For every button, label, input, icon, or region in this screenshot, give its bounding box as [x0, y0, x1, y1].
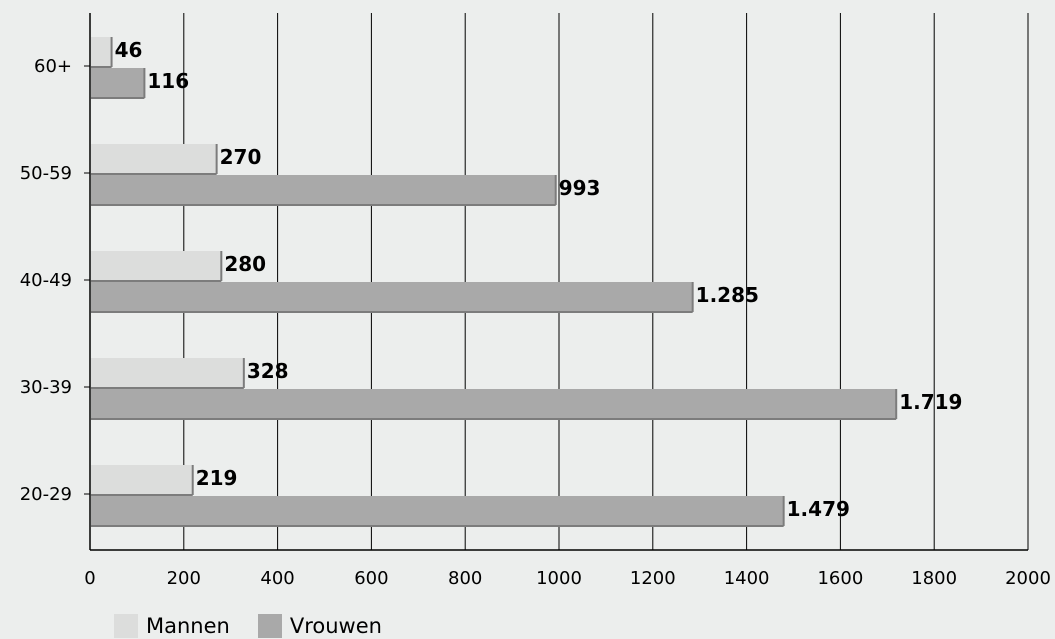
x-tick-label-0: 0: [84, 568, 95, 589]
data-label-mannen-20-29: 219: [196, 466, 238, 490]
x-tick-label-800: 800: [448, 568, 482, 589]
chart-canvas: 0 200 400 600 800 1000 1200 1400 1600 1800 2000 60+…: [20, 13, 1051, 589]
x-tick-label-600: 600: [354, 568, 388, 589]
x-tick-label-200: 200: [167, 568, 201, 589]
legend-label-mannen: Mannen: [146, 613, 230, 638]
legend-item-vrouwen: Vrouwen: [257, 613, 382, 638]
data-label-vrouwen-40-49: 1.285: [696, 283, 759, 307]
bar-mannen-50-59: [91, 144, 217, 174]
data-label-mannen-30-39: 328: [247, 359, 289, 383]
category-label-40-49: 40-49: [20, 270, 72, 291]
data-label-vrouwen-30-39: 1.719: [899, 390, 962, 414]
x-tick-label-1600: 1600: [817, 568, 863, 589]
category-label-20-29: 20-29: [20, 484, 72, 505]
legend-item-mannen: Mannen: [114, 613, 230, 638]
bar-mannen-20-29: [91, 465, 193, 495]
x-tick-label-400: 400: [260, 568, 294, 589]
legend-swatch-mannen: [114, 613, 138, 638]
bar-vrouwen-40-49: [91, 282, 693, 312]
bar-mannen-30-39: [91, 358, 244, 388]
category-label-50-59: 50-59: [20, 163, 72, 184]
legend-swatch-vrouwen: [257, 613, 282, 638]
x-tick-label-2000: 2000: [1005, 568, 1051, 589]
x-tick-label-1200: 1200: [630, 568, 676, 589]
bar-mannen-60+: [91, 37, 112, 67]
category-label-30-39: 30-39: [20, 377, 72, 398]
legend: Mannen Vrouwen: [114, 612, 410, 639]
bar-vrouwen-50-59: [91, 175, 556, 205]
data-label-vrouwen-60+: 116: [147, 69, 189, 93]
bar-mannen-40-49: [91, 251, 222, 281]
legend-label-vrouwen: Vrouwen: [289, 613, 382, 638]
data-label-vrouwen-20-29: 1.479: [787, 497, 850, 521]
data-label-mannen-40-49: 280: [224, 252, 266, 276]
bar-vrouwen-20-29: [91, 496, 784, 526]
x-tick-label-1400: 1400: [724, 568, 770, 589]
bar-vrouwen-30-39: [91, 389, 897, 419]
x-tick-label-1000: 1000: [536, 568, 582, 589]
x-tick-label-1800: 1800: [911, 568, 957, 589]
data-label-mannen-50-59: 270: [220, 145, 262, 169]
data-label-vrouwen-50-59: 993: [559, 176, 601, 200]
category-label-60+: 60+: [34, 56, 72, 77]
data-label-mannen-60+: 46: [115, 38, 143, 62]
bar-vrouwen-60+: [91, 68, 145, 98]
